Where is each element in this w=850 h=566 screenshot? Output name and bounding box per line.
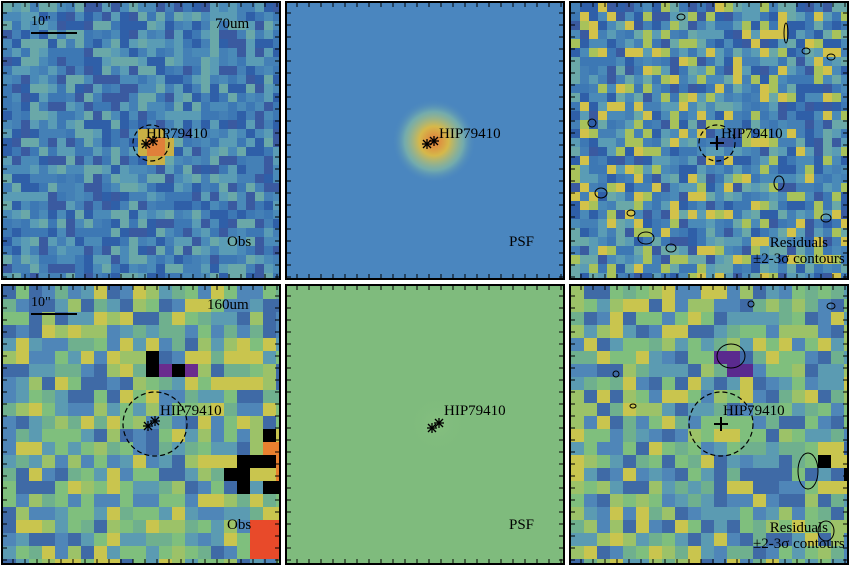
- image-obs-70: [3, 3, 279, 278]
- aperture-circle: [688, 391, 754, 457]
- axis-ticks: [571, 286, 847, 563]
- scale-bar-label: 10": [31, 295, 51, 310]
- axis-ticks: [571, 3, 847, 278]
- band-label: 70um: [215, 16, 250, 32]
- image-residual-160: [571, 286, 847, 563]
- scale-bar-label: 10": [31, 14, 51, 29]
- residuals-contours: ±2-3σ contours: [753, 536, 845, 552]
- aperture-circle: [132, 124, 170, 162]
- target-label: HIP79410: [721, 126, 783, 142]
- panel-residual-70um: HIP79410 Residuals ±2-3σ contours: [569, 1, 849, 280]
- image-psf-70: [287, 3, 563, 278]
- panel-psf-160um: HIP79410 PSF: [285, 284, 565, 565]
- source-marker: [148, 136, 158, 146]
- source-marker: [427, 423, 437, 433]
- residual-contours: [587, 13, 836, 253]
- target-label: HIP79410: [723, 403, 785, 419]
- source-marker: [434, 418, 444, 428]
- target-label: HIP79410: [444, 403, 506, 419]
- panel-obs-160um: 10" 160um HIP79410 Obs: [1, 284, 281, 565]
- scale-bar-line: [31, 32, 77, 34]
- corner-label: PSF: [509, 234, 535, 250]
- image-psf-160: [287, 286, 563, 563]
- residuals-title: Residuals: [769, 520, 829, 536]
- panel-psf-70um: HIP79410 PSF: [285, 1, 565, 280]
- axis-ticks: [287, 286, 563, 563]
- source-marker: [143, 421, 153, 431]
- axis-ticks: [3, 286, 279, 563]
- image-obs-160: [3, 286, 279, 563]
- corner-label: PSF: [509, 517, 535, 533]
- psf-core: [407, 394, 467, 454]
- aperture-circle: [698, 124, 736, 162]
- pixel-grid: [571, 286, 847, 563]
- band-label: 160um: [207, 297, 249, 313]
- target-label: HIP79410: [146, 126, 208, 142]
- corner-label: Obs: [227, 234, 252, 250]
- aperture-circle: [122, 391, 188, 457]
- scale-bar-line: [31, 313, 77, 315]
- center-cross: [714, 417, 728, 431]
- scale-bar: 10": [31, 14, 77, 34]
- residuals-label: Residuals ±2-3σ contours: [753, 520, 845, 552]
- target-label: HIP79410: [160, 403, 222, 419]
- residuals-label: Residuals ±2-3σ contours: [753, 235, 845, 267]
- pixel-grid: [3, 3, 279, 278]
- residuals-title: Residuals: [769, 235, 829, 251]
- center-cross: [710, 136, 724, 150]
- corner-label: Obs: [227, 517, 252, 533]
- axis-ticks: [3, 3, 279, 278]
- target-label: HIP79410: [439, 126, 501, 142]
- source-marker: [150, 416, 160, 426]
- axis-ticks: [287, 3, 563, 278]
- source-marker: [429, 136, 439, 146]
- panel-obs-70um: 10" 70um HIP79410 Obs: [1, 1, 281, 280]
- pixel-grid: [3, 286, 279, 563]
- image-residual-70: [571, 3, 847, 278]
- scale-bar: 10": [31, 295, 77, 315]
- pixel-grid: [571, 3, 847, 278]
- residual-contours: [612, 300, 836, 542]
- residuals-contours: ±2-3σ contours: [753, 251, 845, 267]
- panel-residual-160um: HIP79410 Residuals ±2-3σ contours: [569, 284, 849, 565]
